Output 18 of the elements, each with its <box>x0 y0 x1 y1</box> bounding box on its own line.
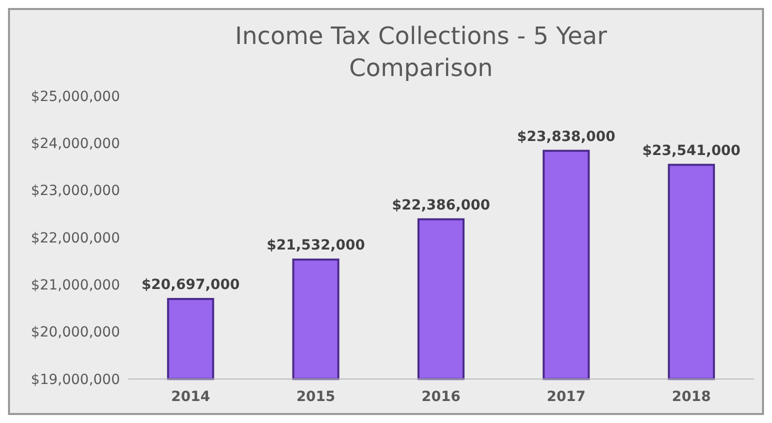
y-tick-label: $20,000,000 <box>30 324 120 341</box>
y-tick-label: $21,000,000 <box>30 278 120 294</box>
x-tick-label: 2015 <box>296 389 336 405</box>
data-label: $21,532,000 <box>266 238 366 254</box>
data-label: $23,541,000 <box>642 142 741 159</box>
y-tick-label: $25,000,000 <box>30 88 120 105</box>
x-tick-label: 2014 <box>171 389 210 405</box>
chart-title: Income Tax Collections - 5 Year Comparison <box>234 22 608 82</box>
y-tick-label: $22,000,000 <box>30 230 120 246</box>
y-tick-label: $23,000,000 <box>30 183 120 200</box>
y-tick-label: $19,000,000 <box>30 372 120 388</box>
x-tick-label: 2017 <box>546 389 586 405</box>
x-tick-label: 2016 <box>422 389 460 405</box>
y-tick-label: $24,000,000 <box>30 136 120 152</box>
data-label: $20,697,000 <box>141 276 240 293</box>
data-label: $22,386,000 <box>392 197 490 214</box>
data-label: $23,838,000 <box>517 128 616 145</box>
x-tick-label: 2018 <box>672 389 711 405</box>
